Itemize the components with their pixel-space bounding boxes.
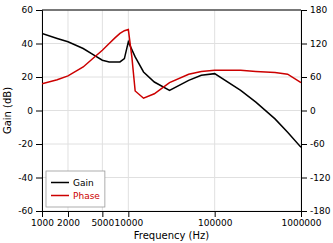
- y2-axis-tick-label: -120: [310, 173, 331, 183]
- y-axis-tick: 60: [22, 5, 42, 15]
- y2-axis-tick: -180: [301, 206, 331, 216]
- legend-label: Gain: [73, 178, 94, 188]
- y2-axis-tick: 180: [301, 5, 327, 15]
- legend-item: Phase: [51, 191, 100, 201]
- x-axis-tick-label: 5000: [91, 218, 114, 228]
- y-axis-tick-mark: [36, 144, 42, 145]
- y-grid-line: [42, 144, 301, 145]
- y-axis-tick-label: 40: [22, 39, 34, 49]
- x-axis-line: [43, 212, 302, 218]
- y2-axis: -180 -120 -60 0 60 120 180: [301, 5, 331, 216]
- plot: 10002000 500010000 100000 1000000 -60 -40 -20 0…: [18, 5, 330, 228]
- legend-label: Phase: [73, 191, 100, 201]
- x-axis: 10002000 500010000 100000 1000000: [31, 211, 322, 228]
- y-axis-tick-label: -20: [18, 139, 33, 149]
- y-axis: -60 -40 -20 0 20 40 60: [18, 5, 42, 216]
- y-axis-title: Gain (dB): [2, 87, 13, 134]
- x-axis-tick-mark: [68, 211, 69, 217]
- y-axis-tick-mark: [36, 111, 42, 112]
- legend-swatch: [51, 182, 69, 184]
- y-axis-tick-mark: [36, 77, 42, 78]
- y-axis-tick-label: 20: [22, 72, 34, 82]
- y-axis-tick: 0: [27, 106, 42, 116]
- legend: Gain Phase: [46, 171, 105, 207]
- y2-axis-tick-mark: [301, 178, 307, 179]
- legend-box: [46, 171, 105, 207]
- x-axis-tick-label: 2000: [57, 218, 80, 228]
- x-axis-tick-mark: [128, 211, 129, 217]
- y2-axis-tick-mark: [301, 211, 307, 212]
- y-axis-tick-label: -40: [18, 173, 33, 183]
- x-axis-title: Frequency (Hz): [134, 230, 210, 241]
- x-axis-tick-label: 100000: [198, 218, 233, 228]
- y2-axis-tick-mark: [301, 111, 307, 112]
- y-axis-tick: -60: [18, 206, 42, 216]
- x-axis-tick-label: 1000: [31, 218, 54, 228]
- x-axis-tick: 100000: [198, 211, 233, 228]
- y2-axis-tick-label: 0: [310, 106, 316, 116]
- y2-axis-tick-label: -60: [310, 139, 325, 149]
- y-axis-tick-label: -60: [18, 206, 33, 216]
- legend-item: Gain: [51, 178, 94, 188]
- grid: [42, 10, 301, 211]
- y-axis-tick-label: 60: [22, 5, 34, 15]
- x-axis-tick: 10000: [115, 211, 144, 228]
- y2-axis-tick-label: 120: [310, 39, 327, 49]
- x-axis-tick: 5000: [91, 211, 114, 228]
- y-axis-tick-label: 0: [27, 106, 33, 116]
- frame-top: [42, 10, 301, 11]
- y-grid-line: [42, 77, 301, 78]
- y-axis-tick-mark: [36, 211, 42, 212]
- x-axis-tick: 1000: [31, 211, 54, 228]
- y2-axis-tick-label: 180: [310, 5, 327, 15]
- y-axis-tick: 20: [22, 72, 42, 82]
- series-line: [42, 33, 301, 147]
- y-axis-line: [36, 11, 43, 212]
- y2-axis-tick-label: 60: [310, 72, 322, 82]
- x-axis-tick: 2000: [57, 211, 80, 228]
- y-grid-line: [42, 10, 301, 11]
- y2-axis-tick: -60: [301, 139, 325, 149]
- y-grid-line: [42, 110, 301, 111]
- y-axis-tick-mark: [36, 44, 42, 45]
- chart: 10002000 500010000 100000 1000000 -60 -40 -20 0…: [0, 0, 333, 243]
- y-grid-line: [42, 43, 301, 44]
- x-axis-tick-mark: [102, 211, 103, 217]
- y-axis-tick: -20: [18, 139, 42, 149]
- y2-axis-tick-mark: [301, 77, 307, 78]
- y-axis-tick-mark: [36, 10, 42, 11]
- y2-axis-tick: 120: [301, 39, 327, 49]
- legend-swatch: [51, 195, 69, 197]
- y2-axis-tick-mark: [301, 144, 307, 145]
- x-axis-tick-mark: [215, 211, 216, 217]
- lines: [42, 30, 301, 148]
- y-axis-tick: 40: [22, 39, 42, 49]
- y2-axis-line: [302, 11, 308, 212]
- y2-axis-tick: 60: [301, 72, 322, 82]
- y-axis-tick: -40: [18, 173, 42, 183]
- y2-axis-tick-mark: [301, 10, 307, 11]
- series-line: [42, 30, 301, 99]
- y2-axis-tick-mark: [301, 44, 307, 45]
- y2-axis-tick: 0: [301, 106, 316, 116]
- x-axis-tick-label: 10000: [115, 218, 144, 228]
- y2-axis-tick-label: -180: [310, 206, 331, 216]
- y2-axis-tick: -120: [301, 173, 331, 183]
- y-axis-tick-mark: [36, 178, 42, 179]
- x-axis-tick-label: 1000000: [281, 218, 321, 228]
